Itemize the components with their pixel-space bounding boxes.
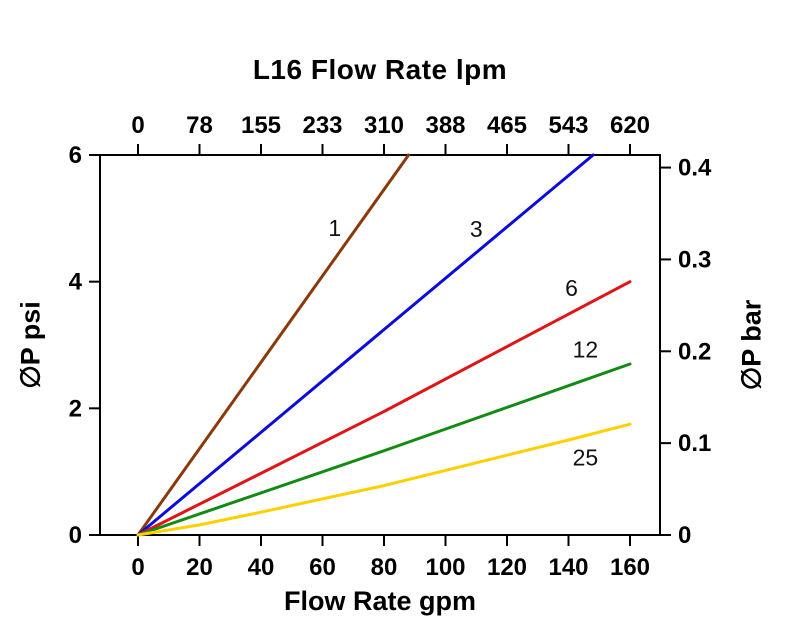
x-tick-label-top: 78 [186,112,213,139]
x-tick-label-bottom: 60 [309,554,336,581]
x-tick-label-top: 310 [364,112,404,139]
series-line-1 [136,153,411,537]
x-tick-label-bottom: 120 [487,554,527,581]
x-axis-label-gpm: Flow Rate gpm [283,586,476,616]
x-tick-label-top: 465 [487,112,527,139]
x-tick-label-top: 543 [548,112,588,139]
y-tick-label-right: 0.2 [678,338,711,365]
x-tick-label-top: 155 [241,112,281,139]
y-tick-label-left: 2 [69,395,82,422]
y-tick-label-left: 0 [69,522,82,549]
y-tick-label-right: 0.4 [678,155,712,182]
series-line-25 [136,422,632,537]
series-label-12: 12 [573,336,599,362]
x-tick-label-bottom: 20 [186,554,213,581]
x-tick-label-bottom: 0 [131,554,144,581]
x-tick-label-bottom: 80 [371,554,398,581]
y-tick-label-right: 0.1 [678,430,711,457]
y-tick-label-left: 4 [69,269,83,296]
series-line-3 [136,153,595,537]
x-tick-label-bottom: 160 [610,554,650,581]
series-label-25: 25 [573,445,599,471]
series-line-6 [136,280,632,537]
y-tick-label-left: 6 [69,142,82,169]
series-label-6: 6 [565,275,578,301]
x-tick-label-bottom: 100 [425,554,465,581]
x-tick-label-top: 620 [610,112,650,139]
y-tick-label-right: 0.3 [678,246,711,273]
y-tick-label-right: 0 [678,522,691,549]
x-tick-label-top: 388 [425,112,465,139]
series-label-3: 3 [470,216,483,242]
x-tick-label-bottom: 140 [548,554,588,581]
series-line-12 [136,362,632,537]
x-tick-label-bottom: 40 [248,554,275,581]
x-tick-label-top: 233 [302,112,342,139]
plot-frame [99,154,661,536]
series-label-1: 1 [328,215,341,241]
top-axis-title: L16 Flow Rate lpm [252,54,508,85]
x-tick-label-top: 0 [131,112,144,139]
